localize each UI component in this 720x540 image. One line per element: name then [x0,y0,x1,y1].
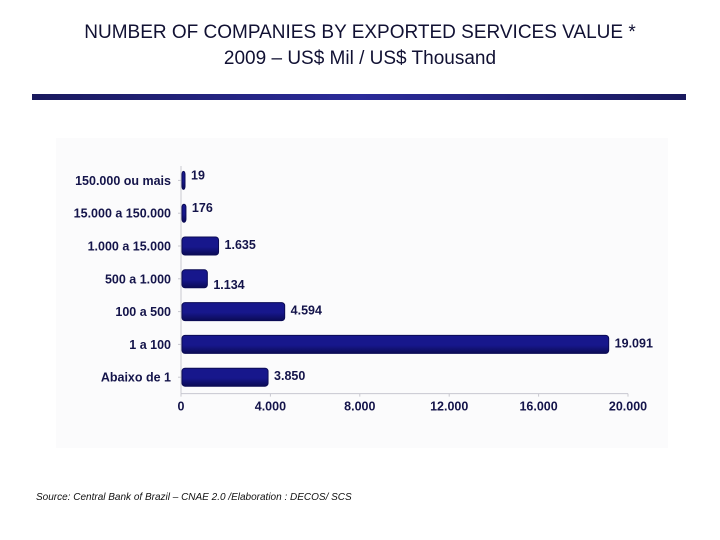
bar [181,367,269,387]
title-divider [32,94,686,100]
category-label: 100 a 500 [115,305,171,319]
category-label: 500 a 1.000 [105,272,171,286]
bar [181,302,286,322]
category-label: 150.000 ou mais [75,174,171,188]
x-tick-label: 4.000 [255,400,286,414]
bar [181,170,186,190]
bar [181,203,187,223]
bar-chart: 150.000 ou mais 19 15.000 a 150.000 176 1.00… [74,166,653,414]
data-label: 3.850 [274,369,305,383]
x-tick-label: 8.000 [344,400,375,414]
data-label: 1.134 [213,278,244,292]
chart-panel: 150.000 ou mais 19 15.000 a 150.000 176 1.00… [56,138,668,448]
bar [181,269,208,289]
title-line-2: 2009 – US$ Mil / US$ Thousand [223,48,497,69]
category-label: 1.000 a 15.000 [88,240,171,254]
data-label: 19.091 [615,336,653,350]
bar [181,236,220,256]
category-label: 15.000 a 150.000 [74,207,171,221]
title-line-1: NUMBER OF COMPANIES BY EXPORTED SERVICES… [84,22,636,43]
category-label: 1 a 100 [129,338,171,352]
x-tick-label: 0 [178,400,185,414]
category-label: Abaixo de 1 [101,371,171,385]
x-tick-label: 12.000 [430,400,468,414]
data-label: 19 [191,168,205,182]
chart-title: NUMBER OF COMPANIES BY EXPORTED SERVICES… [0,20,720,72]
x-tick-label: 20.000 [609,400,647,414]
source-note: Source: Central Bank of Brazil – CNAE 2.… [36,492,352,503]
data-label: 4.594 [291,304,322,318]
data-label: 1.635 [225,238,256,252]
bar [181,334,610,354]
x-tick-label: 16.000 [519,400,557,414]
data-label: 176 [192,201,213,215]
